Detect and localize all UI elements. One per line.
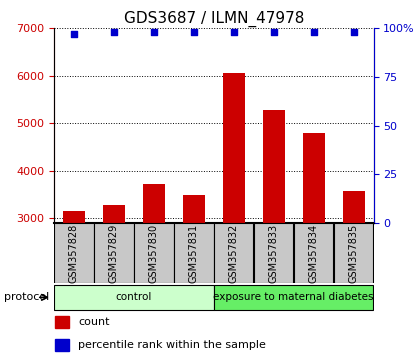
Text: control: control xyxy=(116,292,152,302)
Point xyxy=(310,29,317,35)
Text: GSM357833: GSM357833 xyxy=(269,223,278,283)
Point xyxy=(190,29,197,35)
Bar xyxy=(94,223,134,283)
Bar xyxy=(183,195,205,354)
Text: GSM357832: GSM357832 xyxy=(229,223,239,283)
Text: protocol: protocol xyxy=(4,292,49,302)
Bar xyxy=(223,73,245,354)
Point xyxy=(151,29,157,35)
Text: GSM357835: GSM357835 xyxy=(349,223,359,283)
Text: percentile rank within the sample: percentile rank within the sample xyxy=(78,339,266,350)
Text: count: count xyxy=(78,317,110,327)
Point xyxy=(270,29,277,35)
Text: GSM357834: GSM357834 xyxy=(309,223,319,283)
Bar xyxy=(143,184,165,354)
Title: GDS3687 / ILMN_47978: GDS3687 / ILMN_47978 xyxy=(124,11,304,27)
Bar xyxy=(254,223,293,283)
Bar xyxy=(54,285,214,310)
Bar xyxy=(334,223,374,283)
Bar xyxy=(56,339,69,350)
Bar xyxy=(103,205,125,354)
Bar xyxy=(134,223,173,283)
Bar xyxy=(294,223,333,283)
Text: GSM357828: GSM357828 xyxy=(69,223,79,283)
Bar xyxy=(342,191,364,354)
Text: GSM357829: GSM357829 xyxy=(109,223,119,283)
Point xyxy=(110,29,117,35)
Point xyxy=(230,29,237,35)
Text: exposure to maternal diabetes: exposure to maternal diabetes xyxy=(213,292,374,302)
Bar xyxy=(174,223,214,283)
Text: GSM357831: GSM357831 xyxy=(189,223,199,283)
Bar xyxy=(214,223,254,283)
Bar xyxy=(263,110,285,354)
Bar xyxy=(214,285,374,310)
Point xyxy=(350,29,357,35)
Bar xyxy=(56,316,69,328)
Bar xyxy=(63,211,85,354)
Bar xyxy=(54,223,94,283)
Point xyxy=(71,31,77,37)
Bar xyxy=(303,133,325,354)
Text: GSM357830: GSM357830 xyxy=(149,223,159,283)
